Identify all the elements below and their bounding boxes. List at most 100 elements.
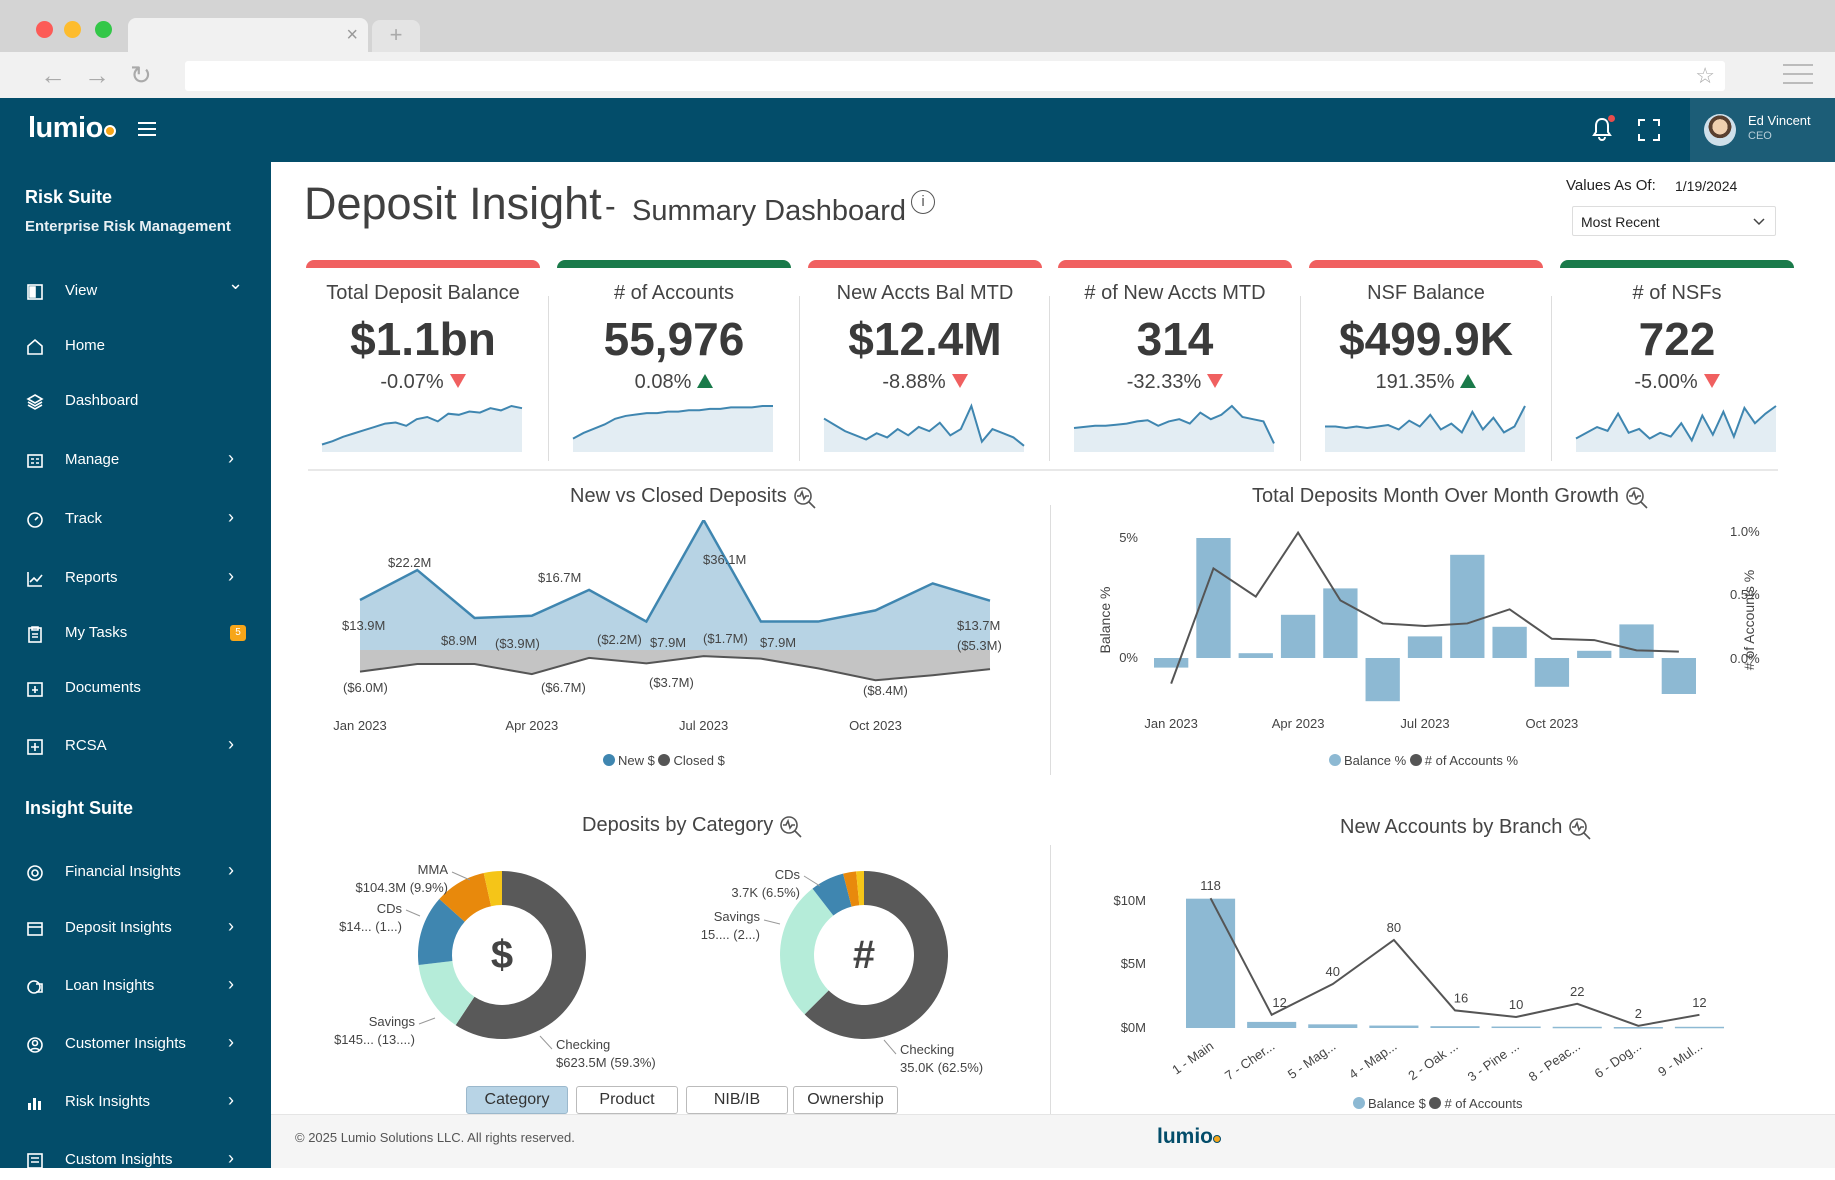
sparkline-line xyxy=(1575,405,1777,443)
kpi-status-bar xyxy=(557,260,791,268)
sidebar-item-label: RCSA xyxy=(65,737,107,754)
donut-center-symbol: # xyxy=(853,933,875,977)
close-tab-icon[interactable]: × xyxy=(346,24,358,46)
kpi-change-value: 191.35% xyxy=(1375,371,1455,393)
notification-bell-icon[interactable] xyxy=(1590,115,1615,147)
analyze-icon[interactable] xyxy=(779,815,802,838)
sidebar-item-label: My Tasks xyxy=(65,624,128,641)
sidebar-item-deposit-insights[interactable]: Deposit Insights › xyxy=(0,908,271,948)
tab-category[interactable]: Category xyxy=(466,1086,568,1114)
kpi-card[interactable]: NSF Balance $499.9K 191.35% xyxy=(1309,258,1543,463)
legend-item-balance[interactable]: Balance % xyxy=(1329,753,1406,768)
maximize-window-button[interactable] xyxy=(95,21,112,38)
sidebar-item-documents[interactable]: Documents xyxy=(0,668,271,708)
hamburger-menu-icon[interactable] xyxy=(138,122,156,140)
slice-name: Checking xyxy=(900,1042,954,1057)
info-icon[interactable]: i xyxy=(911,190,935,214)
data-label: 12 xyxy=(1692,995,1706,1010)
kpi-card[interactable]: # of Accounts 55,976 0.08% xyxy=(557,258,791,463)
sparkline-area xyxy=(1325,406,1525,452)
sparkline xyxy=(321,404,523,452)
app-logo[interactable]: lumio xyxy=(28,112,116,145)
legend-label: # of Accounts % xyxy=(1424,753,1519,768)
analyze-icon[interactable] xyxy=(1568,817,1591,840)
sidebar-item-label: Deposit Insights xyxy=(65,919,172,936)
kpi-card[interactable]: # of NSFs 722 -5.00% xyxy=(1560,258,1794,463)
sidebar-item-reports[interactable]: Reports › xyxy=(0,558,271,598)
sidebar-item-label: Documents xyxy=(65,679,141,696)
bar xyxy=(1430,1026,1480,1028)
line-chart-icon xyxy=(27,572,43,587)
sidebar-item-custom-insights[interactable]: Custom Insights › xyxy=(0,1140,271,1180)
slice-value: 35.0K (62.5%) xyxy=(900,1060,983,1075)
kpi-divider xyxy=(548,296,549,461)
kpi-change-value: 0.08% xyxy=(634,371,692,393)
legend-item-accounts[interactable]: # of Accounts xyxy=(1429,1096,1523,1111)
sidebar-item-my-tasks[interactable]: My Tasks 5 xyxy=(0,613,271,653)
view-icon xyxy=(27,284,43,300)
sidebar-item-home[interactable]: Home xyxy=(0,326,271,366)
kpi-card[interactable]: # of New Accts MTD 314 -32.33% xyxy=(1058,258,1292,463)
sidebar-item-manage[interactable]: Manage › xyxy=(0,440,271,480)
bookmark-star-icon[interactable]: ☆ xyxy=(1695,63,1715,88)
x-tick-label: 2 - Oak ... xyxy=(1405,1038,1460,1083)
sidebar-item-financial-insights[interactable]: Financial Insights › xyxy=(0,852,271,892)
mom-growth-chart: 5% 0% 1.0% 0.5% 0.0% Jan 2023 Apr 2023 Jul 2023… xyxy=(1097,524,1760,731)
analyze-icon[interactable] xyxy=(1625,486,1648,509)
sparkline-area xyxy=(1074,406,1274,452)
sidebar-item-rcsa[interactable]: RCSA › xyxy=(0,726,271,766)
copyright: © 2025 Lumio Solutions LLC. All rights r… xyxy=(295,1130,575,1145)
minimize-window-button[interactable] xyxy=(64,21,81,38)
fullscreen-icon[interactable] xyxy=(1638,119,1660,146)
new-tab-button[interactable]: + xyxy=(372,20,420,52)
reload-icon[interactable]: ↻ xyxy=(130,60,152,90)
analyze-icon[interactable] xyxy=(793,486,816,509)
y2-tick-label: 1.0% xyxy=(1730,524,1760,539)
chevron-down-icon: ⌄ xyxy=(228,273,244,293)
tab-ownership[interactable]: Ownership xyxy=(793,1086,898,1114)
logo-text: lumio xyxy=(1157,1125,1213,1148)
accounts-line xyxy=(1209,897,1700,1027)
sidebar-item-view[interactable]: View ⌄ xyxy=(0,271,271,311)
arrow-down-icon xyxy=(1207,374,1224,388)
legend-label: Balance % xyxy=(1344,753,1407,768)
data-label: ($2.2M) xyxy=(597,632,642,647)
sidebar-item-dashboard[interactable]: Dashboard xyxy=(0,381,271,421)
browser-menu-icon[interactable] xyxy=(1783,64,1813,91)
browser-tab[interactable]: × xyxy=(128,18,368,52)
kpi-change-value: -5.00% xyxy=(1634,371,1698,393)
forward-icon[interactable]: → xyxy=(84,60,110,90)
close-window-button[interactable] xyxy=(36,21,53,38)
x-tick-label: 4 - Map... xyxy=(1346,1038,1400,1082)
new-vs-closed-chart: Jan 2023 Apr 2023 Jul 2023 Oct 2023 $13.9M $2… xyxy=(333,520,1002,733)
back-icon[interactable]: ← xyxy=(40,60,66,90)
tab-nib-ib[interactable]: NIB/IB xyxy=(686,1086,788,1114)
kpi-change: -8.88% xyxy=(808,371,1042,394)
kpi-card[interactable]: Total Deposit Balance $1.1bn -0.07% xyxy=(306,258,540,463)
legend-item-new[interactable]: New $ xyxy=(603,753,655,768)
slice-value: 15.... (2...) xyxy=(701,927,760,942)
legend-item-closed[interactable]: Closed $ xyxy=(658,753,725,768)
tab-product[interactable]: Product xyxy=(576,1086,678,1114)
footer: © 2025 Lumio Solutions LLC. All rights r… xyxy=(271,1114,1835,1168)
address-bar[interactable]: ☆ xyxy=(185,61,1725,91)
sidebar-item-track[interactable]: Track › xyxy=(0,499,271,539)
dollar-circle-icon xyxy=(27,865,43,881)
period-select[interactable]: Most Recent xyxy=(1572,206,1776,236)
slice-name: MMA xyxy=(418,862,449,877)
chevron-down-icon xyxy=(1753,218,1765,226)
donut-slice xyxy=(483,871,502,907)
legend-item-balance[interactable]: Balance $ xyxy=(1353,1096,1426,1111)
data-label: 40 xyxy=(1326,964,1340,979)
bar xyxy=(1450,554,1485,658)
user-menu[interactable]: Ed Vincent CEO xyxy=(1690,98,1835,162)
sidebar-item-customer-insights[interactable]: Customer Insights › xyxy=(0,1024,271,1064)
app-topbar: lumio Ed Vincent CEO xyxy=(0,98,1835,162)
sidebar-item-loan-insights[interactable]: Loan Insights › xyxy=(0,966,271,1006)
bar xyxy=(1407,636,1443,658)
sidebar-item-risk-insights[interactable]: Risk Insights › xyxy=(0,1082,271,1122)
kpi-card[interactable]: New Accts Bal MTD $12.4M -8.88% xyxy=(808,258,1042,463)
logo-dot xyxy=(1213,1135,1221,1143)
notification-dot xyxy=(1608,115,1615,122)
legend-item-accounts[interactable]: # of Accounts % xyxy=(1409,753,1519,768)
